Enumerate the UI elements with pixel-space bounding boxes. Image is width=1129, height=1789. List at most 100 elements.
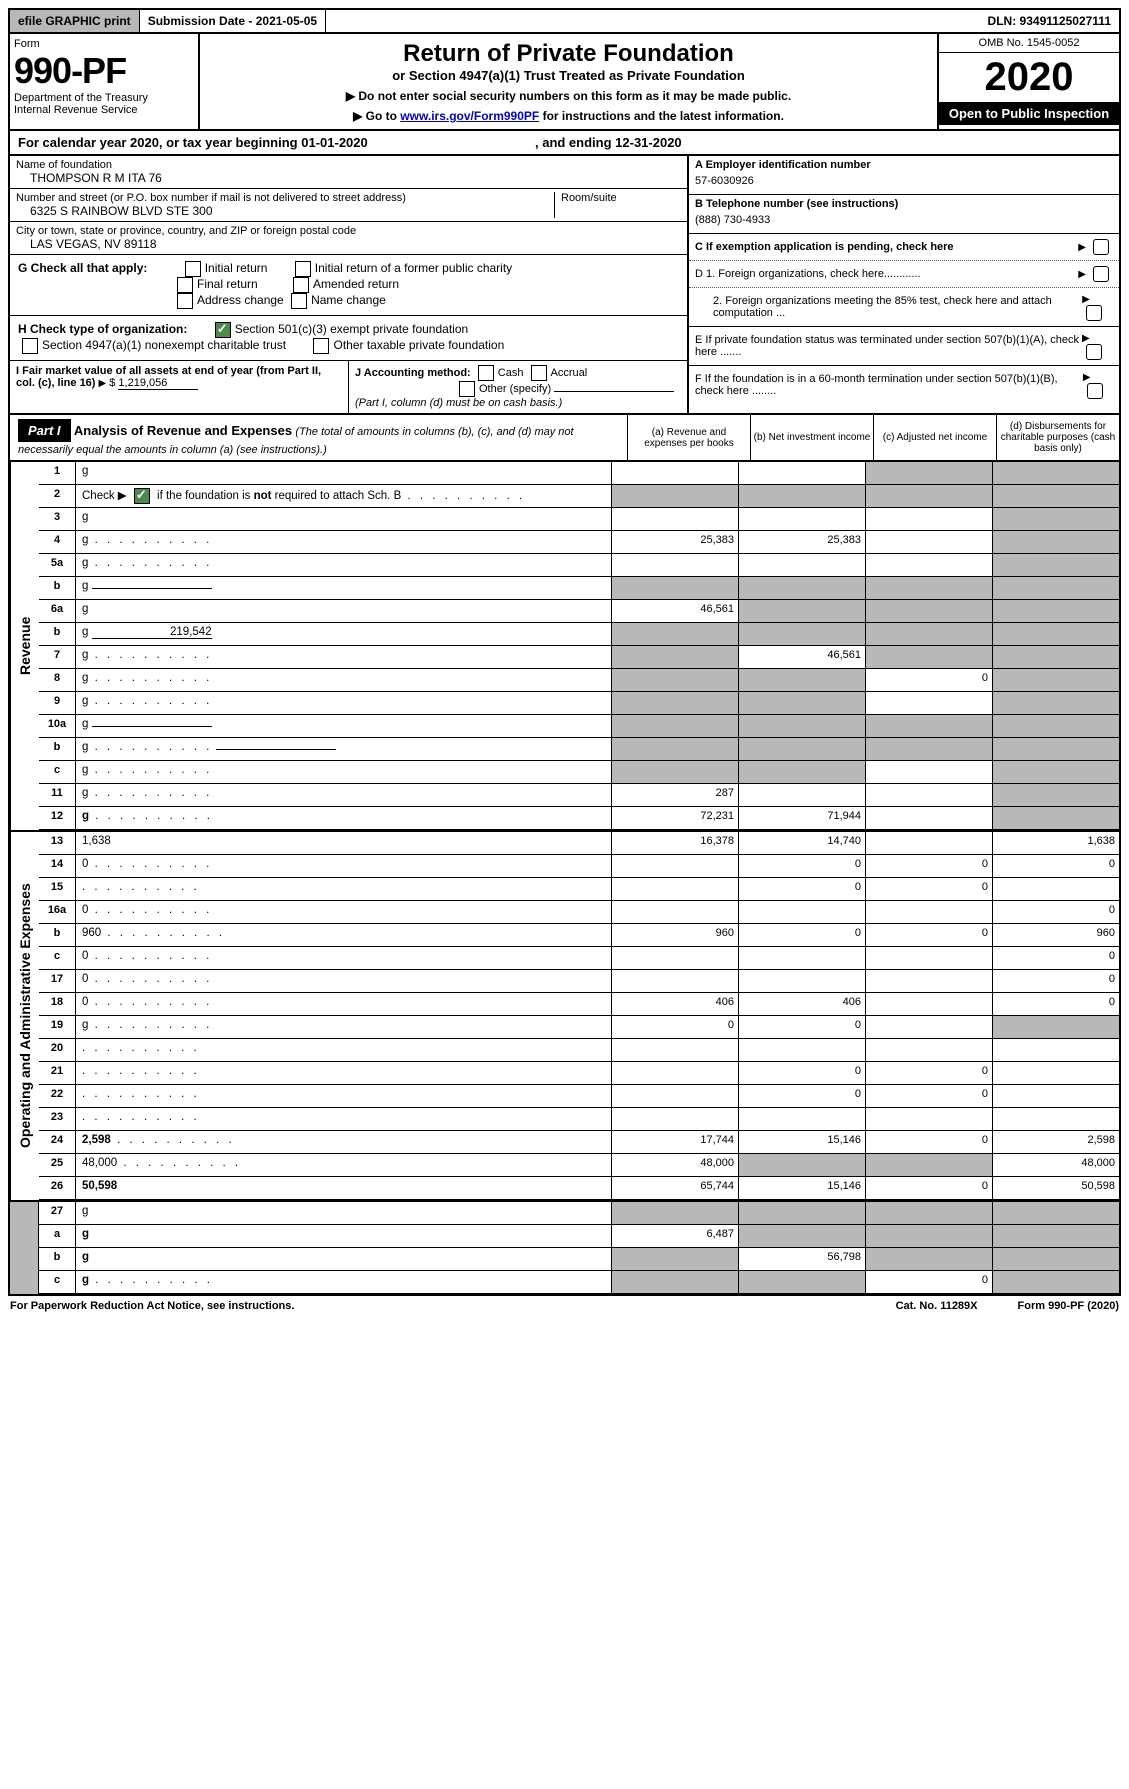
table-row: 242,59817,74415,14602,598 — [39, 1131, 1119, 1154]
table-row: 2650,59865,74415,146050,598 — [39, 1177, 1119, 1200]
revenue-section: Revenue 1g2Check ▶ if the foundation is … — [8, 462, 1121, 832]
amount-cell-c — [865, 646, 992, 668]
amount-cell-d — [992, 508, 1119, 530]
amount-cell-a — [611, 554, 738, 576]
final-return-checkbox[interactable] — [177, 277, 193, 293]
501c3-checkbox[interactable] — [215, 322, 231, 338]
line-description: g — [76, 761, 611, 783]
line-description: 960 — [76, 924, 611, 946]
amount-cell-d — [992, 462, 1119, 484]
line-number: 19 — [39, 1016, 76, 1038]
4947a1-checkbox[interactable] — [22, 338, 38, 354]
amount-cell-d: 50,598 — [992, 1177, 1119, 1199]
amount-cell-b — [738, 1202, 865, 1224]
j-note: (Part I, column (d) must be on cash basi… — [355, 397, 681, 409]
part1-title: Analysis of Revenue and Expenses — [74, 423, 292, 438]
line-number: b — [39, 924, 76, 946]
amount-cell-c — [865, 1202, 992, 1224]
amount-cell-a — [611, 1108, 738, 1130]
amount-cell-d — [992, 1085, 1119, 1107]
line-description: g — [76, 600, 611, 622]
line-description — [76, 1062, 611, 1084]
line-description: g — [76, 1271, 611, 1293]
line-description: g — [76, 784, 611, 806]
d1-checkbox[interactable] — [1093, 266, 1109, 282]
table-row: 7g46,561 — [39, 646, 1119, 669]
amount-cell-c — [865, 508, 992, 530]
line-description: g — [76, 462, 611, 484]
form-title: Return of Private Foundation — [206, 40, 931, 68]
line-description: 1,638 — [76, 832, 611, 854]
amount-cell-c — [865, 577, 992, 599]
table-row: 16a00 — [39, 901, 1119, 924]
other-method-checkbox[interactable] — [459, 381, 475, 397]
amount-cell-c: 0 — [865, 924, 992, 946]
amount-cell-d — [992, 1202, 1119, 1224]
line-number: 9 — [39, 692, 76, 714]
initial-return-checkbox[interactable] — [185, 261, 201, 277]
title-block: Return of Private Foundation or Section … — [200, 34, 937, 129]
line-description: g — [76, 554, 611, 576]
table-row: cg0 — [39, 1271, 1119, 1294]
amount-cell-d — [992, 531, 1119, 553]
amount-cell-c — [865, 485, 992, 507]
instruction-2: ▶ Go to www.irs.gov/Form990PF for instru… — [206, 109, 931, 123]
amount-cell-b: 56,798 — [738, 1248, 865, 1270]
amended-return-checkbox[interactable] — [293, 277, 309, 293]
amount-cell-b — [738, 692, 865, 714]
amount-cell-a — [611, 623, 738, 645]
accrual-checkbox[interactable] — [531, 365, 547, 381]
amount-cell-b: 46,561 — [738, 646, 865, 668]
footer-catno: Cat. No. 11289X — [896, 1300, 978, 1312]
schb-checkbox[interactable] — [134, 488, 150, 504]
ein-cell: A Employer identification number 57-6030… — [689, 156, 1119, 195]
f-row: F If the foundation is in a 60-month ter… — [689, 366, 1119, 404]
f-checkbox[interactable] — [1087, 383, 1103, 399]
initial-former-checkbox[interactable] — [295, 261, 311, 277]
table-row: 1700 — [39, 970, 1119, 993]
amount-cell-a — [611, 462, 738, 484]
amount-cell-c — [865, 807, 992, 829]
amount-cell-b: 406 — [738, 993, 865, 1015]
amount-cell-a: 46,561 — [611, 600, 738, 622]
amount-cell-a — [611, 970, 738, 992]
amount-cell-d — [992, 784, 1119, 806]
amount-cell-b — [738, 1225, 865, 1247]
net-section: 27gag6,487bg56,798cg0 — [8, 1202, 1121, 1296]
expenses-vtab: Operating and Administrative Expenses — [10, 832, 39, 1200]
amount-cell-d — [992, 738, 1119, 760]
amount-cell-b — [738, 970, 865, 992]
line-description — [76, 878, 611, 900]
net-vtab-spacer — [10, 1202, 39, 1294]
amount-cell-b: 0 — [738, 878, 865, 900]
other-taxable-checkbox[interactable] — [313, 338, 329, 354]
amount-cell-a — [611, 1248, 738, 1270]
amount-cell-c: 0 — [865, 1131, 992, 1153]
amount-cell-c — [865, 1108, 992, 1130]
d2-row: 2. Foreign organizations meeting the 85%… — [689, 288, 1119, 327]
line-number: 26 — [39, 1177, 76, 1199]
table-row: 4g25,38325,383 — [39, 531, 1119, 554]
c-exemption-row: C If exemption application is pending, c… — [689, 234, 1119, 261]
amount-cell-c — [865, 832, 992, 854]
e-checkbox[interactable] — [1086, 344, 1102, 360]
amount-cell-d — [992, 1225, 1119, 1247]
amount-cell-a: 287 — [611, 784, 738, 806]
irs-link[interactable]: www.irs.gov/Form990PF — [400, 109, 539, 123]
tel-cell: B Telephone number (see instructions) (8… — [689, 195, 1119, 234]
cash-checkbox[interactable] — [478, 365, 494, 381]
d2-checkbox[interactable] — [1086, 305, 1102, 321]
amount-cell-b — [738, 669, 865, 691]
table-row: bg — [39, 738, 1119, 761]
line-description: g — [76, 1016, 611, 1038]
amount-cell-b — [738, 1154, 865, 1176]
amount-cell-b — [738, 1039, 865, 1061]
g-label: G Check all that apply: — [18, 261, 147, 275]
part1-header-row: Part I Analysis of Revenue and Expenses … — [8, 415, 1121, 462]
c-checkbox[interactable] — [1093, 239, 1109, 255]
address-change-checkbox[interactable] — [177, 293, 193, 309]
name-change-checkbox[interactable] — [291, 293, 307, 309]
amount-cell-a — [611, 669, 738, 691]
amount-cell-d — [992, 646, 1119, 668]
amount-cell-c — [865, 993, 992, 1015]
